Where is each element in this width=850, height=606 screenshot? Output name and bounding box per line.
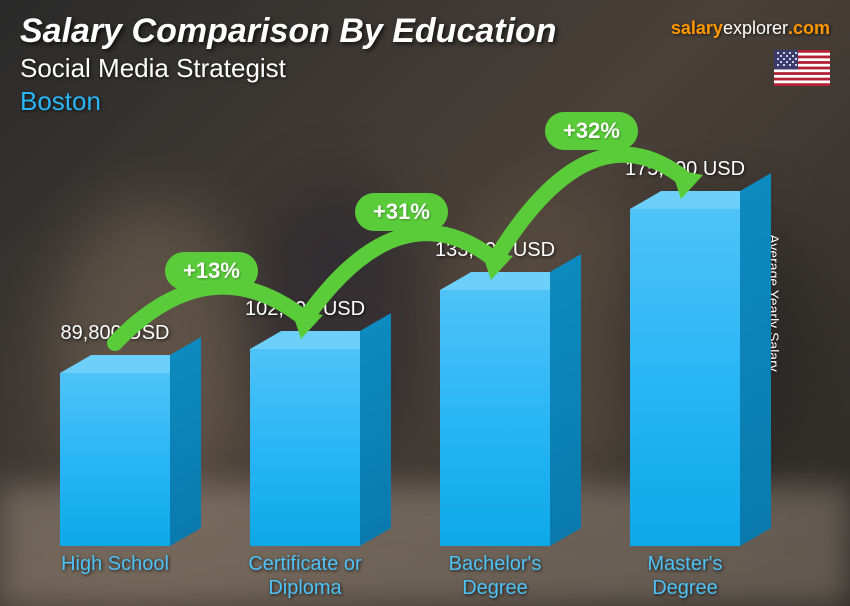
- brand-part2: explorer: [723, 18, 788, 38]
- percent-badge: +31%: [355, 193, 448, 231]
- chart-subtitle: Social Media Strategist: [20, 53, 830, 84]
- bar-label: Bachelor'sDegree: [449, 552, 542, 600]
- percent-badge: +13%: [165, 252, 258, 290]
- brand-part1: salary: [671, 18, 723, 38]
- bar-label: High School: [61, 552, 169, 576]
- chart-location: Boston: [20, 86, 830, 117]
- bar-label: Certificate orDiploma: [248, 552, 361, 600]
- bar-label: Master'sDegree: [648, 552, 723, 600]
- brand-part3: .com: [788, 18, 830, 38]
- bar-chart: 89,800 USDHigh School102,000 USDCertific…: [40, 140, 790, 546]
- brand-logo: salaryexplorer.com: [671, 18, 830, 39]
- flag-icon: [774, 50, 830, 86]
- percent-badge: +32%: [545, 112, 638, 150]
